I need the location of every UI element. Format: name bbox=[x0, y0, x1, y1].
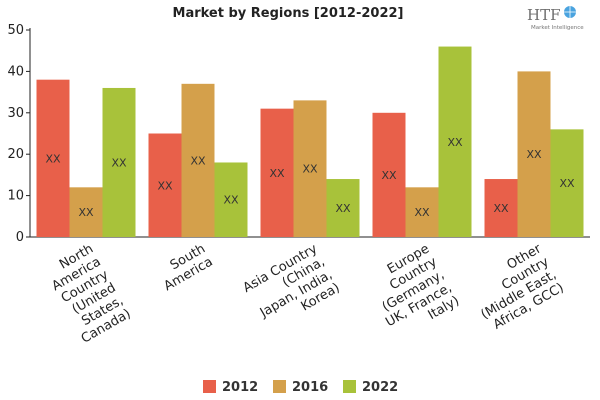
bar-2022-4 bbox=[438, 46, 472, 238]
chart-title: Market by Regions [2012-2022] bbox=[173, 6, 404, 21]
y-tick-label: 0 bbox=[16, 230, 24, 245]
x-category-label: Asia Country(China,Japan, India,Korea) bbox=[241, 241, 343, 335]
bar-2016-2 bbox=[181, 83, 215, 237]
logo-tagline: Market Intelligence bbox=[531, 25, 584, 31]
bar-2012-3 bbox=[260, 108, 294, 237]
legend-label: 2022 bbox=[362, 380, 398, 395]
bar-2012-4 bbox=[372, 112, 406, 237]
bar-value-label: XX bbox=[335, 202, 351, 215]
bar-value-label: XX bbox=[269, 167, 285, 180]
logo-mark: HTF bbox=[527, 6, 561, 24]
legend: 2012 2016 2022 bbox=[203, 380, 398, 395]
y-tick-label: 20 bbox=[7, 147, 24, 162]
bar-value-label: XX bbox=[526, 148, 542, 161]
legend-label: 2012 bbox=[222, 380, 258, 395]
x-category-label: EuropeCountry(Germany,UK, France,Italy) bbox=[361, 241, 463, 343]
bar-2022-1 bbox=[102, 87, 136, 238]
y-tick-label: 50 bbox=[7, 23, 24, 38]
legend-swatch bbox=[203, 380, 216, 393]
bar-2022-3 bbox=[326, 179, 360, 237]
bar-value-label: XX bbox=[381, 169, 397, 182]
bar-value-label: XX bbox=[559, 177, 575, 190]
bar-2012-2 bbox=[148, 133, 182, 237]
bars: XX XX XX XX XX XX XX XX XX XX XX XX XX XX XX bbox=[36, 46, 584, 238]
category-labels: NorthAmericaCountry(UnitedStates,Canada)… bbox=[41, 241, 567, 347]
bar-value-label: XX bbox=[447, 136, 463, 149]
bar-value-label: XX bbox=[190, 154, 206, 167]
y-tick-label: 30 bbox=[7, 106, 24, 121]
legend-label: 2016 bbox=[292, 380, 328, 395]
bar-2012-1 bbox=[36, 79, 70, 238]
y-tick-label: 40 bbox=[7, 64, 24, 79]
bar-2016-3 bbox=[293, 100, 327, 237]
bar-2016-5 bbox=[517, 71, 551, 238]
bar-value-label: XX bbox=[223, 194, 239, 207]
y-tick-label: 10 bbox=[7, 189, 24, 204]
bar-value-label: XX bbox=[157, 179, 173, 192]
logo: HTF Market Intelligence bbox=[527, 6, 584, 31]
x-category-label: NorthAmericaCountry(UnitedStates,Canada) bbox=[41, 241, 133, 346]
bar-2016-4 bbox=[405, 187, 439, 237]
legend-swatch bbox=[343, 380, 356, 393]
x-category-label: SouthAmerica bbox=[154, 241, 215, 294]
bar-value-label: XX bbox=[111, 156, 127, 169]
bar-2022-5 bbox=[550, 129, 584, 237]
legend-swatch bbox=[273, 380, 286, 393]
bar-value-label: XX bbox=[78, 206, 94, 219]
bar-value-label: XX bbox=[302, 163, 318, 176]
x-category-label: OtherCountry(Middle East,Africa, GCC) bbox=[463, 241, 567, 335]
bar-2012-5 bbox=[484, 179, 518, 237]
bar-value-label: XX bbox=[493, 202, 509, 215]
bar-value-label: XX bbox=[414, 206, 430, 219]
bar-2022-2 bbox=[214, 162, 248, 237]
bar-2016-1 bbox=[69, 187, 103, 237]
bar-value-label: XX bbox=[45, 152, 61, 165]
